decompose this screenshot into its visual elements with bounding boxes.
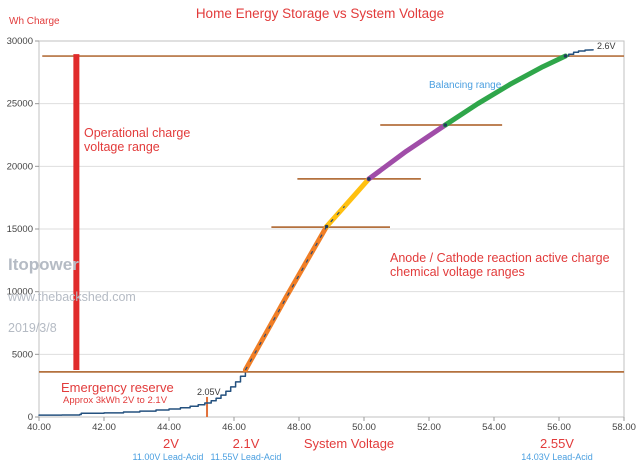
y-tick-label: 5000	[12, 349, 33, 360]
x-tick-label: 52.00	[417, 422, 441, 433]
x-axis-title: System Voltage	[303, 436, 395, 451]
x-sublabel-2-1v-leadacid: 11.55V Lead-Acid	[210, 452, 282, 462]
x-sublabel-2v-leadacid: 11.00V Lead-Acid	[132, 452, 204, 462]
junction-dot	[563, 54, 568, 58]
reaction-segment-yellow	[324, 176, 372, 229]
annotation-emergency-subtext: Approx 3kWh 2V to 2.1V	[63, 395, 168, 406]
annotation-2-6v: 2.6V	[597, 41, 616, 51]
wh-charge-curve	[38, 49, 594, 416]
watermark: Itopower www.thebackshed.com 2019/3/8	[8, 238, 136, 354]
junction-dot	[324, 224, 329, 229]
x-sublabel-2-1v: 2.1V	[232, 436, 260, 451]
y-tick-label: 15000	[7, 224, 33, 235]
junction-dot	[443, 123, 448, 127]
y-tick-label: 30000	[7, 36, 33, 47]
y-axis-title: Wh Charge	[9, 16, 60, 27]
junction-dot	[367, 177, 371, 181]
y-tick-label: 10000	[7, 287, 33, 298]
x-tick-label: 54.00	[482, 422, 506, 433]
x-tick-label: 58.00	[612, 422, 636, 433]
x-tick-label: 56.00	[547, 422, 571, 433]
x-tick-label: 48.00	[287, 422, 311, 433]
x-tick-label: 44.00	[157, 422, 181, 433]
y-tick-label: 25000	[7, 99, 33, 110]
x-sublabel-2-55v-leadacid: 14.03V Lead-Acid	[521, 452, 593, 462]
annotation-balancing-range: Balancing range	[429, 80, 502, 91]
watermark-author: Itopower	[8, 254, 79, 274]
x-tick-label: 40.00	[27, 422, 51, 433]
watermark-date: 2019/3/8	[8, 321, 57, 336]
balancing-segment-green	[442, 53, 568, 128]
watermark-site: www.thebackshed.com	[8, 289, 136, 304]
y-tick-label: 0	[28, 412, 33, 423]
x-tick-label: 50.00	[352, 422, 376, 433]
x-tick-label: 46.00	[222, 422, 246, 433]
annotation-emergency-reserve: Emergency reserve	[61, 380, 174, 395]
reaction-segment-orange	[242, 224, 330, 373]
x-tick-label: 42.00	[92, 422, 116, 433]
y-tick-label: 20000	[7, 161, 33, 172]
reaction-segment-purple	[366, 122, 448, 182]
chart-title: Home Energy Storage vs System Voltage	[195, 6, 445, 21]
annotation-operational-range: Operational charge voltage range	[84, 126, 191, 154]
x-sublabel-2v: 2V	[163, 436, 179, 451]
annotation-2-05v: 2.05V	[197, 387, 221, 397]
annotation-anode-cathode: Anode / Cathode reaction active charge c…	[390, 251, 610, 279]
x-sublabel-2-55v: 2.55V	[540, 436, 574, 451]
